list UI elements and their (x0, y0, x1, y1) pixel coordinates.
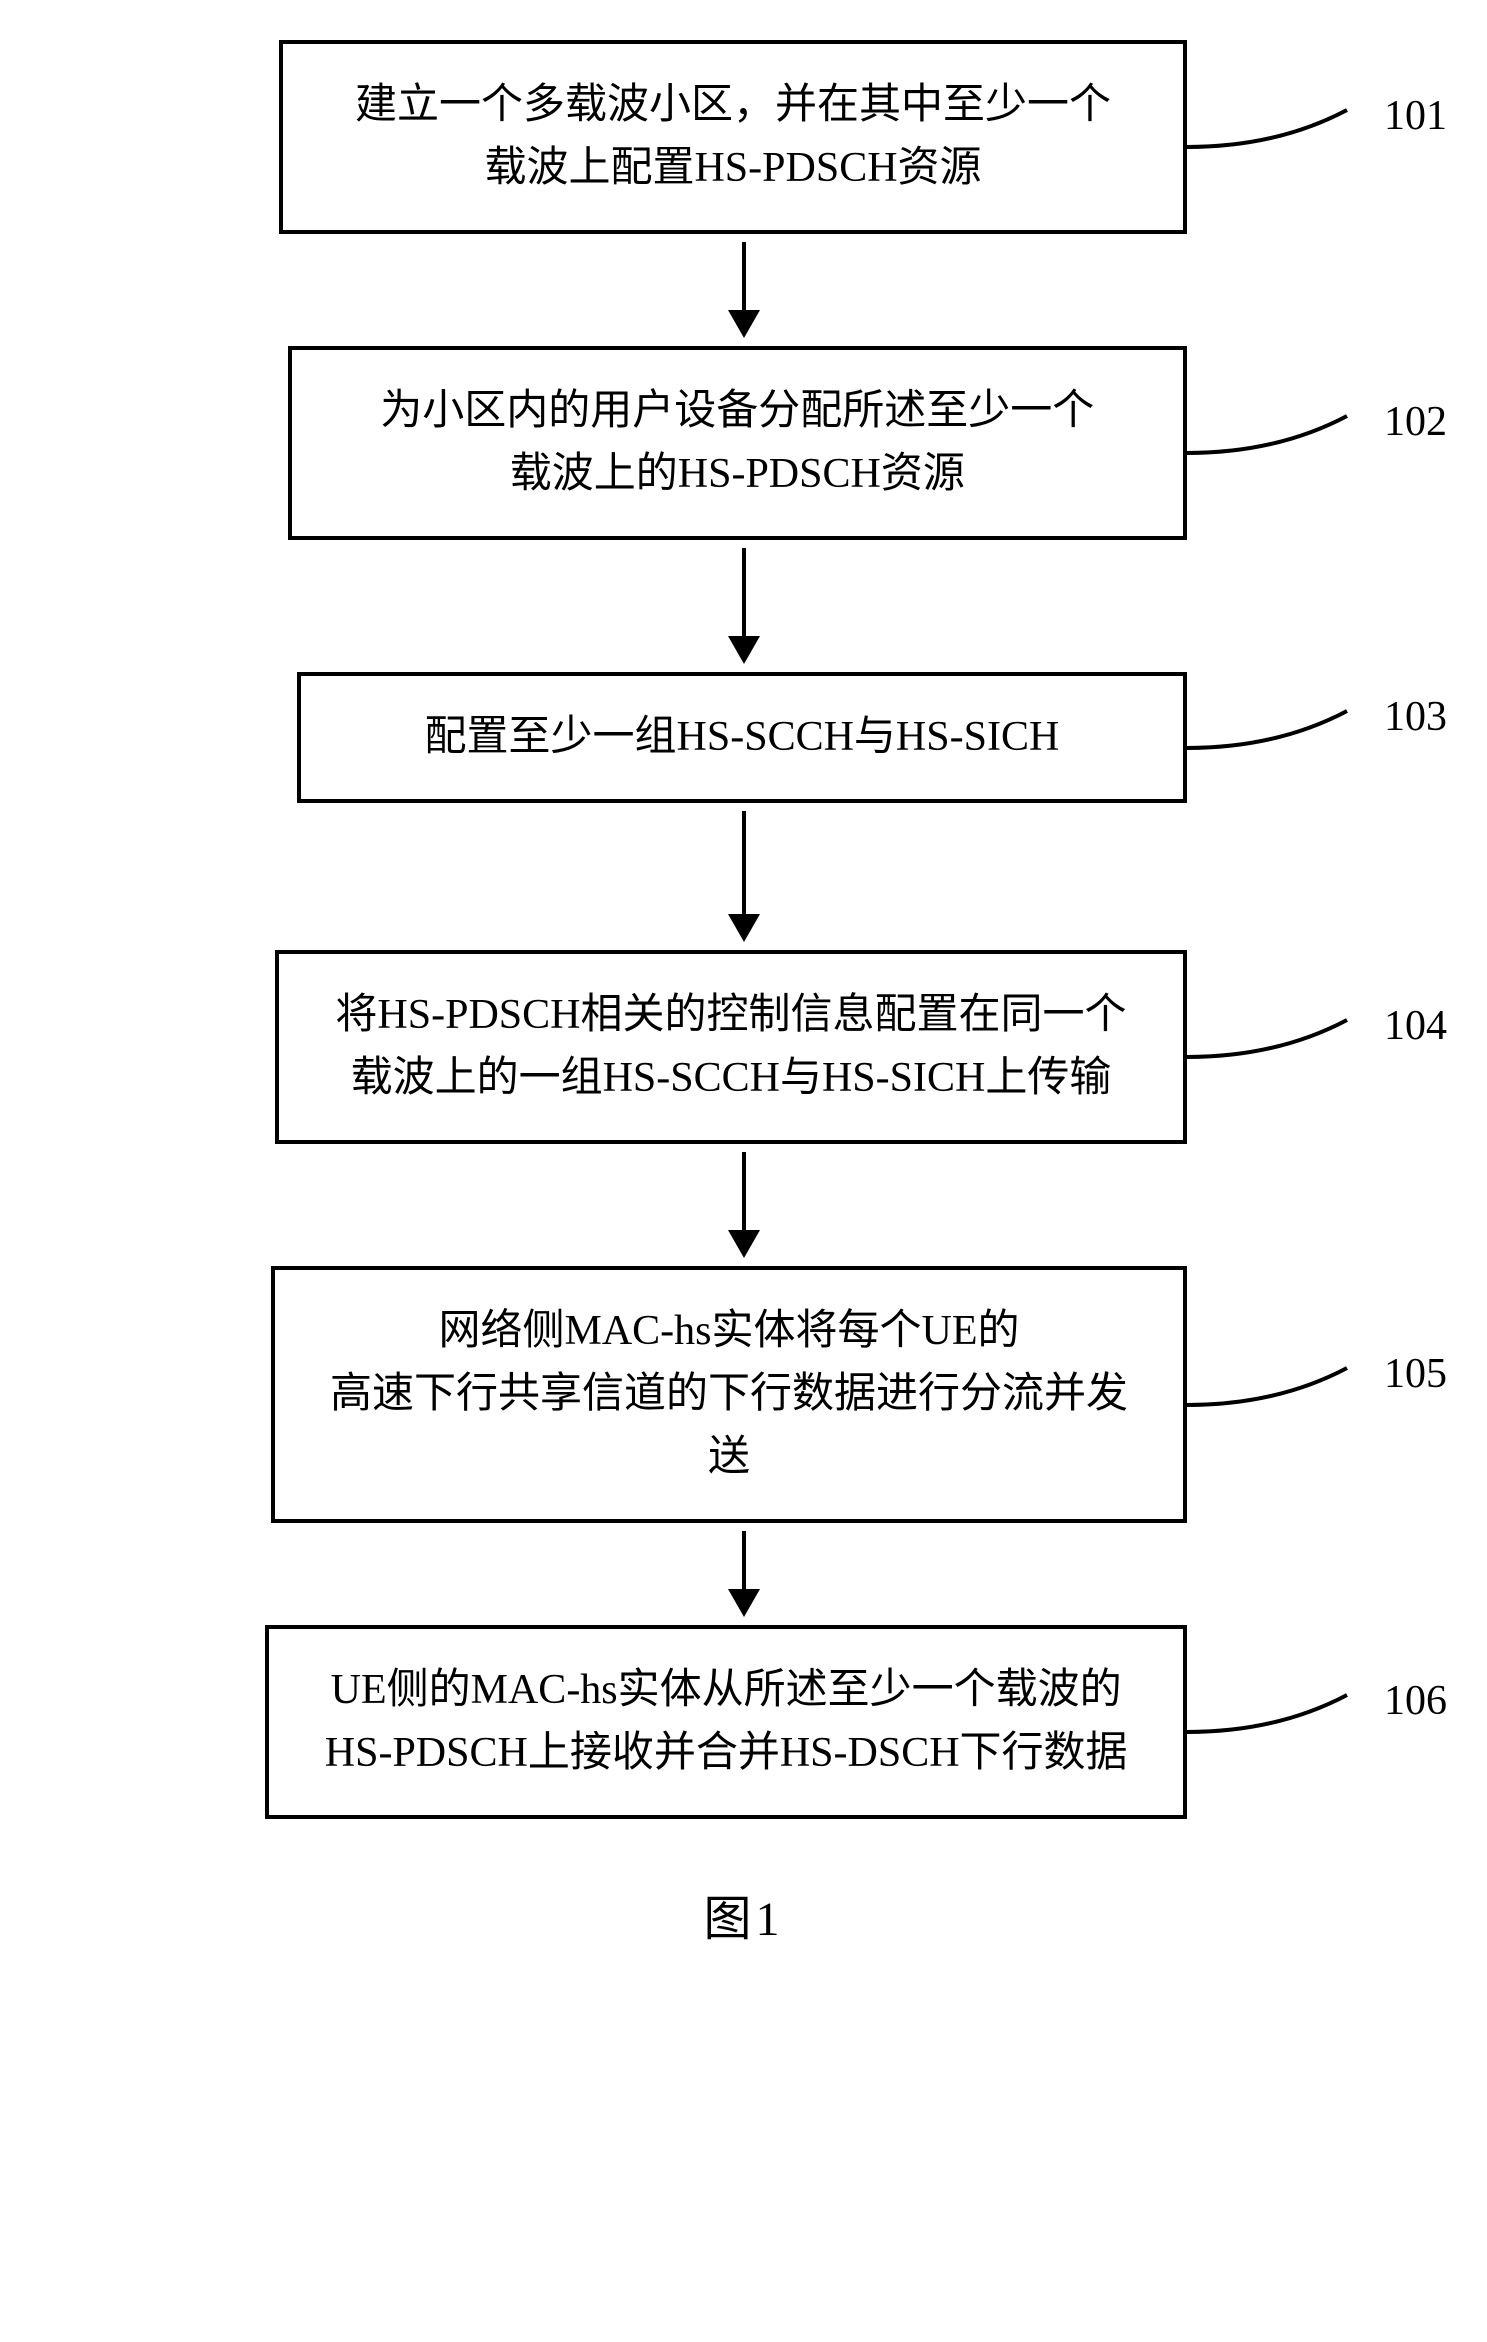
flow-step-box: 为小区内的用户设备分配所述至少一个载波上的HS-PDSCH资源 (288, 346, 1187, 540)
arrow-down-icon (728, 1531, 760, 1617)
step-label-wrap: 104 (1187, 1022, 1447, 1072)
connector-curve (1187, 1012, 1374, 1072)
flow-step-box: 网络侧MAC-hs实体将每个UE的高速下行共享信道的下行数据进行分流并发送 (271, 1266, 1187, 1523)
arrow-down-icon (728, 548, 760, 664)
step-number: 102 (1384, 398, 1447, 446)
flowchart-container: 建立一个多载波小区，并在其中至少一个载波上配置HS-PDSCH资源101为小区内… (40, 40, 1447, 1949)
flow-step-row: 建立一个多载波小区，并在其中至少一个载波上配置HS-PDSCH资源101 (40, 40, 1447, 234)
step-number: 106 (1384, 1677, 1447, 1725)
step-label-wrap: 103 (1187, 713, 1447, 763)
step-number: 105 (1384, 1350, 1447, 1398)
flow-step-box: 将HS-PDSCH相关的控制信息配置在同一个载波上的一组HS-SCCH与HS-S… (275, 950, 1187, 1144)
flow-step-box: 建立一个多载波小区，并在其中至少一个载波上配置HS-PDSCH资源 (279, 40, 1187, 234)
step-number: 103 (1384, 693, 1447, 741)
flow-step-box: 配置至少一组HS-SCCH与HS-SICH (297, 672, 1187, 803)
flow-step-row: 配置至少一组HS-SCCH与HS-SICH103 (40, 672, 1447, 803)
step-number: 101 (1384, 92, 1447, 140)
arrow-head (728, 1230, 760, 1258)
arrow-down-icon (728, 242, 760, 338)
arrow-down-icon (728, 811, 760, 942)
flow-step-row: 为小区内的用户设备分配所述至少一个载波上的HS-PDSCH资源102 (40, 346, 1447, 540)
step-label-wrap: 106 (1187, 1697, 1447, 1747)
arrow-head (728, 1589, 760, 1617)
arrow-head (728, 914, 760, 942)
flow-step-row: UE侧的MAC-hs实体从所述至少一个载波的HS-PDSCH上接收并合并HS-D… (40, 1625, 1447, 1819)
figure-caption: 图1 (703, 1879, 783, 1949)
arrow-shaft (742, 811, 746, 916)
arrow-shaft (742, 548, 746, 638)
flow-step-row: 网络侧MAC-hs实体将每个UE的高速下行共享信道的下行数据进行分流并发送105 (40, 1266, 1447, 1523)
connector-curve (1187, 1360, 1374, 1420)
flow-step-box: UE侧的MAC-hs实体从所述至少一个载波的HS-PDSCH上接收并合并HS-D… (265, 1625, 1187, 1819)
arrow-shaft (742, 1531, 746, 1591)
arrow-head (728, 636, 760, 664)
connector-curve (1187, 1687, 1374, 1747)
flow-step-row: 将HS-PDSCH相关的控制信息配置在同一个载波上的一组HS-SCCH与HS-S… (40, 950, 1447, 1144)
connector-curve (1187, 102, 1374, 162)
connector-curve (1187, 408, 1374, 468)
arrow-shaft (742, 1152, 746, 1232)
arrow-head (728, 310, 760, 338)
step-label-wrap: 102 (1187, 418, 1447, 468)
step-label-wrap: 105 (1187, 1370, 1447, 1420)
step-number: 104 (1384, 1002, 1447, 1050)
arrow-shaft (742, 242, 746, 312)
connector-curve (1187, 703, 1374, 763)
arrow-down-icon (728, 1152, 760, 1258)
step-label-wrap: 101 (1187, 112, 1447, 162)
